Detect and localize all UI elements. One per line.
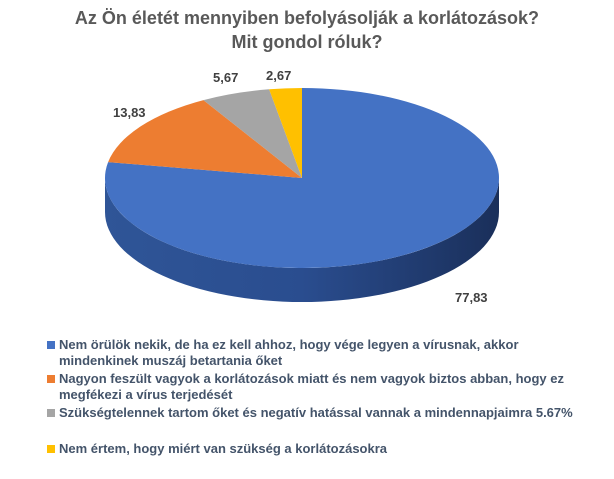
data-label-1: 77,83 bbox=[455, 290, 488, 305]
legend-item-1: Nem örülök nekik, de ha ez kell ahhoz, h… bbox=[47, 337, 587, 369]
legend-swatch-3 bbox=[47, 409, 55, 417]
legend-label-4: Nem értem, hogy miért van szükség a korl… bbox=[59, 441, 388, 456]
legend-label-3: Szükségtelennek tartom őket és negatív h… bbox=[59, 405, 573, 420]
data-label-4: 2,67 bbox=[266, 68, 291, 83]
legend-item-4: Nem értem, hogy miért van szükség a korl… bbox=[47, 441, 587, 457]
legend-label-2: Nagyon feszült vagyok a korlátozások mia… bbox=[59, 371, 564, 402]
pie-slice-1 bbox=[105, 88, 500, 268]
pie-slice-side-1 bbox=[105, 178, 499, 302]
pie-slice-3 bbox=[203, 89, 302, 178]
legend-item-2: Nagyon feszült vagyok a korlátozások mia… bbox=[47, 371, 587, 403]
data-label-2: 13,83 bbox=[113, 105, 146, 120]
chart-title: Az Ön életét mennyiben befolyásolják a k… bbox=[0, 6, 614, 54]
pie-slice-4 bbox=[269, 88, 302, 178]
legend-item-3: Szükségtelennek tartom őket és negatív h… bbox=[47, 405, 587, 421]
chart-title-line-1: Az Ön életét mennyiben befolyásolják a k… bbox=[74, 8, 540, 28]
legend-swatch-1 bbox=[47, 341, 55, 349]
legend-swatch-4 bbox=[47, 445, 55, 453]
chart-title-line-2: Mit gondol róluk? bbox=[231, 32, 383, 52]
legend-swatch-2 bbox=[47, 375, 55, 383]
legend: Nem örülök nekik, de ha ez kell ahhoz, h… bbox=[47, 337, 587, 459]
pie-slice-2 bbox=[108, 100, 302, 178]
legend-label-1: Nem örülök nekik, de ha ez kell ahhoz, h… bbox=[59, 337, 519, 368]
data-label-3: 5,67 bbox=[213, 70, 238, 85]
